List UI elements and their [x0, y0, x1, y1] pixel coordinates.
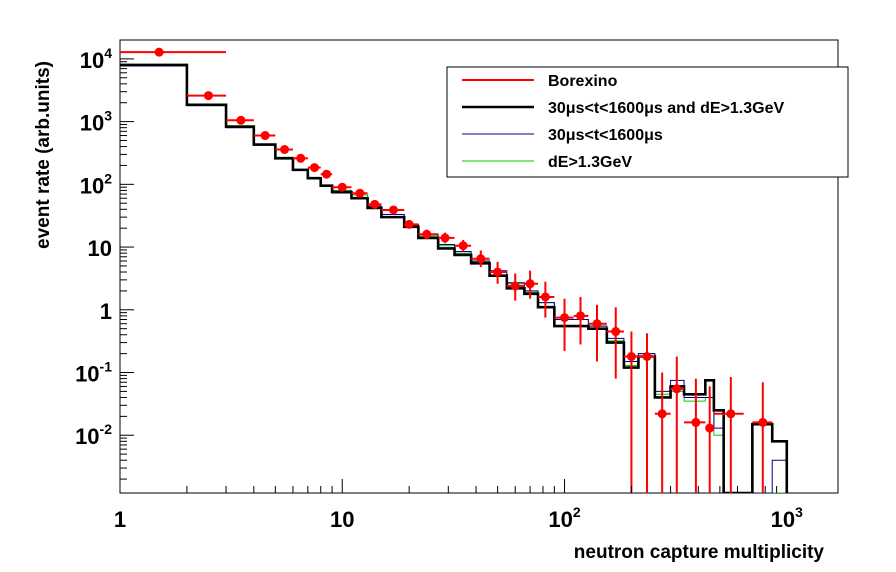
data-marker	[355, 188, 365, 198]
data-marker	[309, 163, 319, 173]
data-point	[713, 376, 744, 493]
legend-box	[446, 66, 849, 178]
legend: Borexino 30μs<t<1600μs and dE>1.3GeV 30μs<…	[446, 66, 849, 178]
data-marker	[758, 417, 768, 427]
y-tick-label: 103	[80, 108, 112, 136]
data-point	[471, 250, 490, 268]
data-marker	[493, 267, 503, 277]
data-marker	[575, 311, 585, 321]
data-point	[705, 386, 715, 493]
data-marker	[337, 182, 347, 192]
data-point	[120, 47, 227, 57]
y-axis-title: event rate (arb.units)	[33, 61, 54, 249]
data-marker	[236, 115, 246, 125]
data-point	[752, 382, 773, 493]
data-marker	[626, 352, 636, 362]
data-marker	[322, 169, 332, 179]
data-marker	[440, 233, 450, 243]
data-point	[320, 169, 333, 179]
data-marker	[525, 279, 535, 289]
data-marker	[404, 219, 414, 229]
x-tick-label: 103	[771, 504, 803, 532]
data-marker	[154, 47, 164, 57]
series-step-line	[120, 63, 789, 493]
data-point	[226, 115, 254, 125]
x-axis-title: neutron capture multiplicity	[574, 542, 825, 563]
data-point	[489, 261, 507, 284]
data-point	[638, 333, 655, 493]
data-point	[351, 188, 368, 198]
data-point	[538, 281, 555, 318]
data-marker	[672, 384, 682, 394]
data-point	[573, 296, 589, 345]
data-point	[404, 219, 419, 229]
data-marker	[476, 254, 486, 264]
x-tick-label: 10	[330, 507, 354, 532]
y-tick-label: 102	[80, 170, 112, 198]
y-tick-label: 10-1	[75, 359, 112, 387]
legend-label: 30μs<t<1600μs	[548, 127, 663, 144]
data-point	[670, 356, 685, 493]
data-marker	[611, 327, 621, 337]
data-point	[307, 163, 321, 173]
data-marker	[458, 241, 468, 251]
data-marker	[510, 281, 520, 291]
data-point	[606, 307, 624, 379]
data-point	[332, 182, 352, 192]
legend-label: dE>1.3GeV	[548, 154, 632, 171]
data-point	[186, 91, 227, 101]
y-tick-label: 10	[88, 236, 112, 261]
data-point	[367, 199, 382, 209]
y-tick-label: 10-2	[75, 421, 112, 449]
data-point	[275, 144, 293, 154]
data-point	[654, 372, 671, 493]
data-marker	[657, 409, 667, 419]
data-point	[418, 229, 439, 239]
data-marker	[560, 313, 570, 323]
data-point	[554, 298, 574, 352]
data-point	[684, 378, 706, 493]
data-point	[588, 304, 607, 362]
data-marker	[422, 229, 432, 239]
plot-frame	[119, 39, 839, 494]
data-marker	[705, 423, 715, 433]
data-point	[381, 205, 405, 215]
data-point	[253, 131, 276, 141]
data-marker	[370, 199, 380, 209]
data-point	[438, 232, 455, 244]
x-tick-label: 1	[114, 507, 126, 532]
x-tick-label: 102	[548, 504, 580, 532]
data-marker	[388, 205, 398, 215]
data-marker	[540, 292, 550, 302]
data-marker	[642, 352, 652, 362]
data-marker	[691, 417, 701, 427]
legend-label: 30μs<t<1600μs and dE>1.3GeV	[548, 100, 784, 117]
data-marker	[296, 153, 306, 163]
data-marker	[726, 409, 736, 419]
data-point	[506, 273, 525, 301]
legend-label: Borexino	[548, 73, 618, 90]
data-point	[524, 270, 539, 299]
data-marker	[280, 144, 290, 154]
data-marker	[203, 91, 213, 101]
data-marker	[592, 319, 602, 329]
y-tick-label: 1	[100, 299, 112, 324]
data-point	[454, 239, 472, 252]
data-marker	[260, 131, 270, 141]
y-tick-label: 104	[80, 45, 112, 73]
data-point	[623, 331, 639, 493]
data-point	[292, 153, 308, 163]
